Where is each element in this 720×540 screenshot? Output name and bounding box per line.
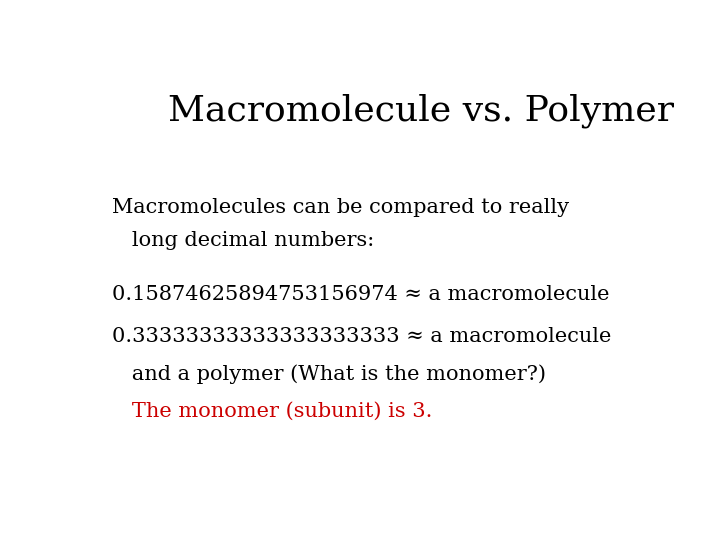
Text: 0.33333333333333333333 ≈ a macromolecule: 0.33333333333333333333 ≈ a macromolecule [112, 327, 612, 346]
Text: Macromolecules can be compared to really: Macromolecules can be compared to really [112, 198, 570, 217]
Text: long decimal numbers:: long decimal numbers: [112, 231, 374, 250]
Text: The monomer (subunit) is 3.: The monomer (subunit) is 3. [112, 402, 433, 421]
Text: Macromolecule vs. Polymer: Macromolecule vs. Polymer [168, 94, 674, 129]
Text: and a polymer (What is the monomer?): and a polymer (What is the monomer?) [112, 364, 546, 384]
Text: 0.15874625894753156974 ≈ a macromolecule: 0.15874625894753156974 ≈ a macromolecule [112, 285, 610, 304]
